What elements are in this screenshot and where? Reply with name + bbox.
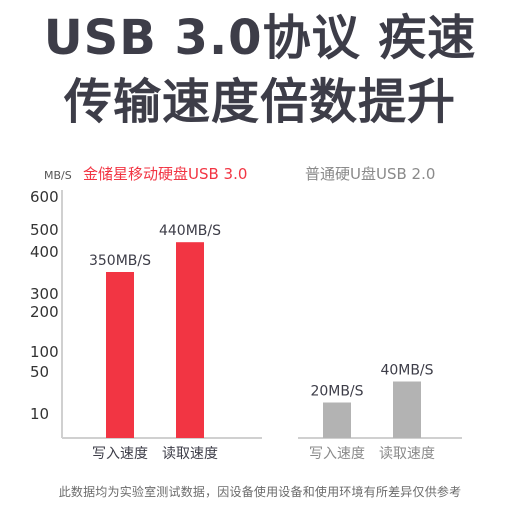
footnote: 此数据均为实验室测试数据，因设备使用设备和使用环境有所差异仅供参考 — [58, 485, 462, 499]
headline-line-1: USB 3.0协议 疾速 — [43, 10, 477, 66]
y-tick-label: 600 — [30, 188, 59, 206]
x-category-label: 读取速度 — [162, 445, 218, 462]
headline-line-2: 传输速度倍数提升 — [63, 74, 456, 130]
x-category-label: 写入速度 — [309, 446, 365, 462]
x-category-label: 读取速度 — [379, 445, 435, 462]
y-tick-label: 50 — [30, 363, 49, 381]
y-tick-label: 200 — [30, 303, 59, 321]
data-label: 350MB/S — [89, 253, 151, 269]
y-tick-label: 300 — [30, 285, 59, 303]
y-tick-label: 500 — [30, 221, 59, 239]
x-category-label: 写入速度 — [92, 446, 148, 462]
y-tick-label: 10 — [30, 405, 49, 423]
bar-1-2 — [176, 242, 204, 438]
y-tick-label: 400 — [30, 243, 59, 261]
bar-2-1 — [323, 402, 351, 438]
bar-2-2 — [393, 381, 421, 438]
y-tick-label: 100 — [30, 343, 59, 361]
legend-entry-1: 金储星移动硬盘USB 3.0 — [83, 165, 247, 183]
legend-entry-2: 普通硬U盘USB 2.0 — [305, 165, 435, 183]
data-label: 20MB/S — [310, 384, 363, 400]
y-axis-unit-label: MB/S — [44, 169, 72, 182]
bar-1-1 — [106, 272, 134, 438]
data-label: 440MB/S — [159, 223, 221, 239]
data-label: 40MB/S — [380, 363, 433, 379]
